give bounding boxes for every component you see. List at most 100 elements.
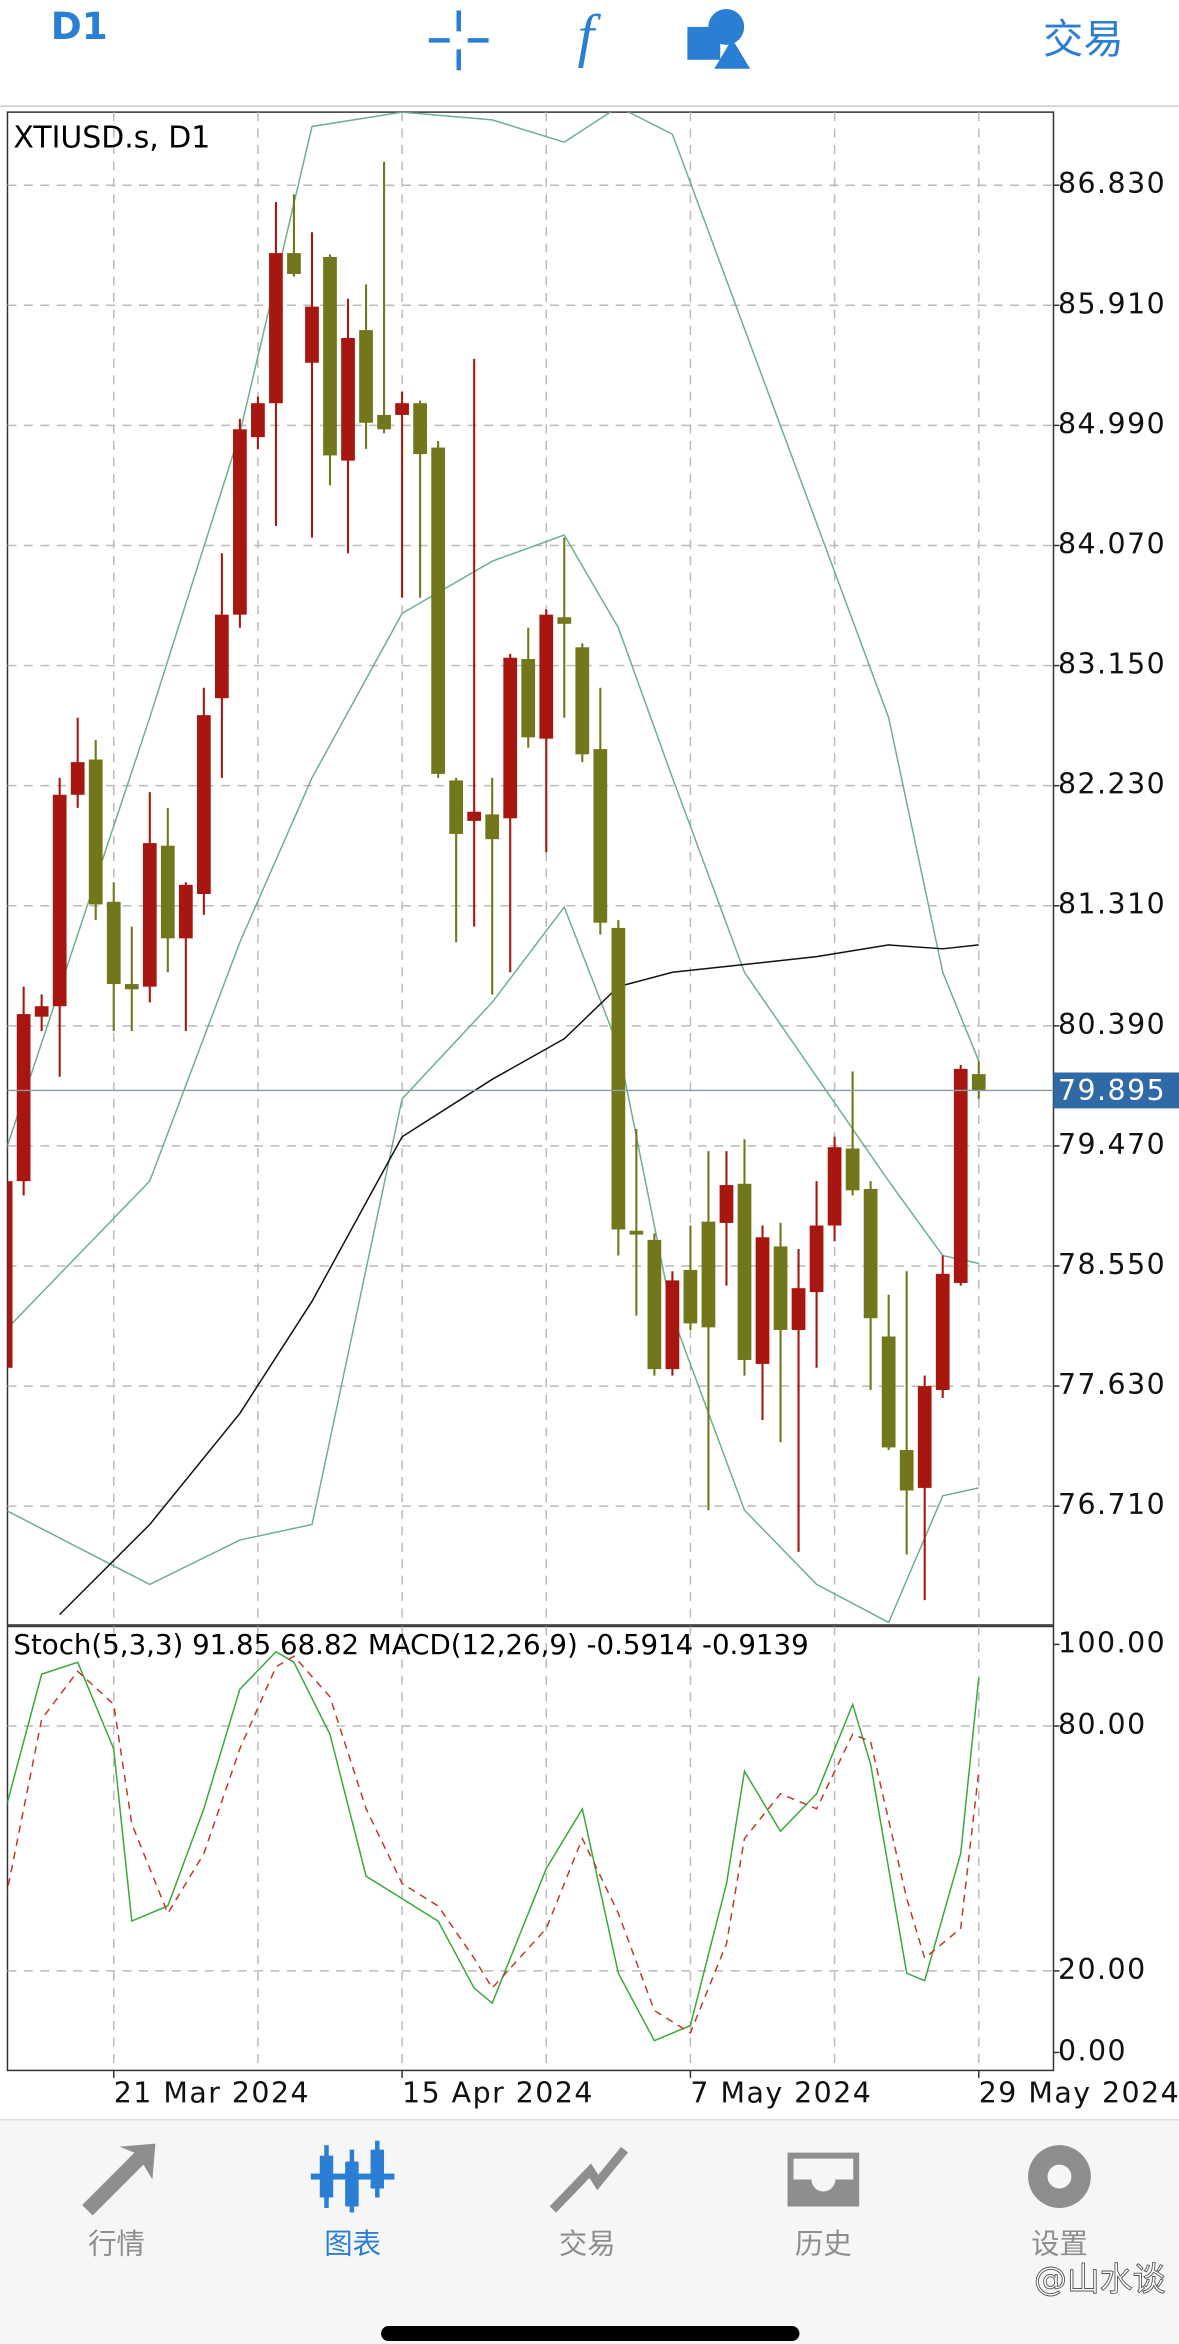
nav-label[interactable]: 历史 bbox=[795, 2227, 852, 2260]
candle-body bbox=[701, 1221, 716, 1328]
y-tick-label: 85.910 bbox=[1058, 287, 1166, 320]
price-box bbox=[1053, 1072, 1179, 1109]
candle-body bbox=[160, 845, 175, 939]
candle-body bbox=[773, 1246, 788, 1330]
y-tick-label: 79.470 bbox=[1058, 1128, 1166, 1161]
indicator-line bbox=[7, 905, 979, 1624]
indicator-line bbox=[7, 1650, 980, 2042]
bottom-nav: 行情 图表 交易 历史 设置 @山水谈 bbox=[0, 2119, 1179, 2344]
candle-body bbox=[341, 337, 355, 461]
candle-body bbox=[449, 780, 464, 834]
candle-body bbox=[142, 843, 157, 987]
y-tick-label: 83.150 bbox=[1058, 648, 1166, 681]
candle-body bbox=[791, 1288, 806, 1330]
watermark: @山水谈 bbox=[1034, 2260, 1165, 2299]
indicator-line bbox=[7, 534, 979, 1330]
nav-bg bbox=[0, 2119, 1179, 2344]
price-label: 79.895 bbox=[1058, 1074, 1166, 1107]
candle-body bbox=[629, 1230, 644, 1235]
indicators-icon[interactable]: f bbox=[577, 3, 601, 69]
nav-label[interactable]: 行情 bbox=[88, 2227, 145, 2260]
y-tick-label: 84.070 bbox=[1058, 527, 1166, 560]
candle-body bbox=[953, 1068, 968, 1283]
candle-body bbox=[503, 657, 518, 819]
candle-body bbox=[539, 614, 554, 739]
quotes-icon[interactable] bbox=[82, 2143, 156, 2216]
candle-body bbox=[413, 403, 427, 455]
candle-body bbox=[809, 1225, 824, 1293]
y-tick-label: 84.990 bbox=[1058, 407, 1166, 440]
candle-body bbox=[827, 1147, 842, 1226]
candle-body bbox=[485, 814, 500, 840]
candle-body bbox=[251, 403, 265, 438]
history-icon[interactable] bbox=[787, 2152, 860, 2207]
candle-body bbox=[683, 1269, 698, 1324]
chart-icon[interactable] bbox=[310, 2140, 395, 2213]
y-tick-label: 82.230 bbox=[1058, 768, 1166, 801]
candle-body bbox=[233, 429, 247, 615]
candle-body bbox=[899, 1450, 914, 1491]
indicator-line bbox=[7, 112, 980, 1149]
objects-icon[interactable] bbox=[687, 8, 751, 69]
y-tick-label: 20.00 bbox=[1058, 1953, 1147, 1986]
x-tick-label: 15 Apr 2024 bbox=[402, 2076, 594, 2109]
indicator-title: Stoch(5,3,3) 91.85 68.82 MACD(12,26,9) -… bbox=[13, 1628, 808, 1661]
candle-body bbox=[431, 447, 446, 774]
nav-label[interactable]: 交易 bbox=[559, 2227, 616, 2260]
candle-body bbox=[575, 647, 590, 755]
trade-icon[interactable] bbox=[549, 2146, 629, 2213]
main-plot bbox=[7, 112, 1054, 1625]
candle-body bbox=[971, 1074, 986, 1091]
candle-body bbox=[377, 414, 391, 430]
y-tick-label: 0.00 bbox=[1058, 2034, 1127, 2067]
nav-label[interactable]: 设置 bbox=[1031, 2227, 1088, 2260]
timeframe[interactable]: D1 bbox=[51, 4, 108, 48]
y-tick-label: 78.550 bbox=[1058, 1248, 1166, 1281]
candle-body bbox=[323, 257, 337, 456]
candle-body bbox=[395, 403, 409, 415]
axes: 86.830 85.910 84.990 84.070 83.150 82.230 81.3… bbox=[112, 167, 1179, 2109]
x-tick-label: 29 May 2024 bbox=[979, 2076, 1179, 2109]
candle-body bbox=[611, 927, 626, 1230]
chart-title: XTIUSD.s, D1 bbox=[13, 121, 210, 156]
sub-frame bbox=[6, 1625, 1055, 2072]
candle-body bbox=[52, 794, 67, 1007]
indicator-line bbox=[59, 944, 979, 1616]
candle-body bbox=[593, 749, 608, 923]
candle-body bbox=[755, 1237, 770, 1364]
crosshair-icon[interactable] bbox=[428, 10, 489, 71]
candle-body bbox=[917, 1386, 932, 1488]
candle-body bbox=[70, 762, 85, 795]
candle-body bbox=[359, 330, 373, 423]
candle-body bbox=[269, 253, 283, 404]
candle-body bbox=[7, 1181, 13, 1368]
candle-body bbox=[665, 1280, 680, 1370]
candle-body bbox=[16, 1014, 31, 1182]
y-tick-label: 86.830 bbox=[1058, 167, 1166, 200]
candle-body bbox=[196, 715, 211, 894]
y-tick-label: 81.310 bbox=[1058, 888, 1166, 921]
main-frame bbox=[6, 111, 1055, 1626]
home-indicator bbox=[381, 2326, 800, 2342]
candle-body bbox=[305, 306, 319, 363]
y-tick-label: 80.00 bbox=[1058, 1708, 1147, 1741]
y-tick-label: 80.390 bbox=[1058, 1008, 1166, 1041]
candle-body bbox=[287, 253, 301, 274]
nav-icons bbox=[82, 2140, 1091, 2216]
candle-body bbox=[863, 1188, 878, 1319]
y-tick-label: 77.630 bbox=[1058, 1368, 1166, 1401]
candle-body bbox=[178, 884, 193, 939]
candle-body bbox=[845, 1148, 860, 1191]
candle-body bbox=[737, 1183, 752, 1360]
candle-body bbox=[557, 617, 572, 624]
candle-body bbox=[34, 1006, 49, 1017]
candle-body bbox=[719, 1185, 734, 1223]
trade-button[interactable]: 交易 bbox=[1043, 16, 1124, 63]
candle-body bbox=[647, 1239, 662, 1370]
candle-body bbox=[88, 759, 103, 905]
y-tick-label: 100.00 bbox=[1058, 1626, 1166, 1659]
y-tick-label: 76.710 bbox=[1058, 1488, 1166, 1521]
nav-label[interactable]: 图表 bbox=[324, 2227, 381, 2260]
